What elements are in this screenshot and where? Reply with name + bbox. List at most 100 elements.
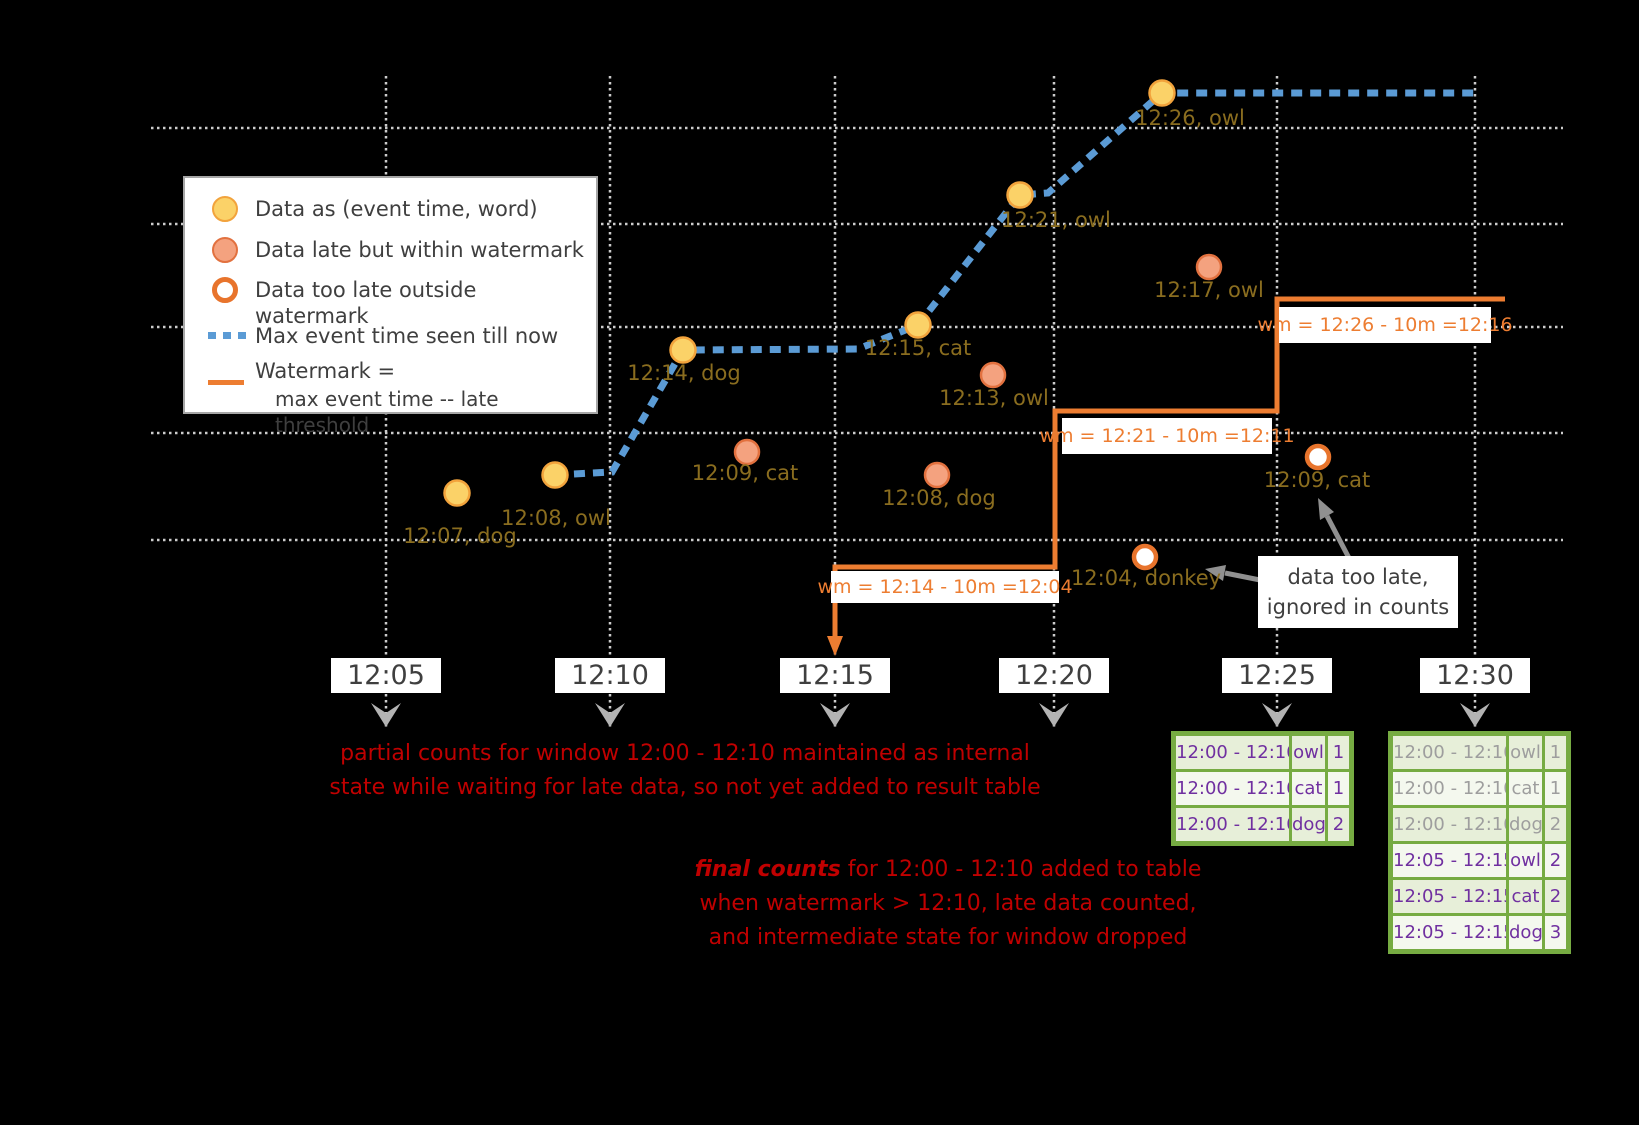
data-point-label: 12:07, dog	[403, 524, 516, 548]
table-row: 12:05 - 12:15 cat 2	[1393, 880, 1566, 913]
legend-max-event-line-icon	[208, 332, 250, 339]
count-cell: 2	[1545, 880, 1566, 913]
result-table-2: 12:00 - 12:10 owl 1 12:00 - 12:10 cat 1 12:00 …	[1388, 731, 1571, 954]
legend-watermark-line-icon	[208, 380, 244, 385]
axis-arrow-icon	[371, 703, 401, 727]
legend: Data as (event time, word) Data late but…	[183, 176, 598, 437]
callout-arrow	[1324, 514, 1353, 562]
annotation-partial-counts: partial counts for window 12:00 - 12:10 …	[295, 737, 1075, 805]
annotation-partial-line2: state while waiting for late data, so no…	[329, 775, 1041, 800]
data-point-label: 12:09, cat	[692, 461, 799, 485]
x-axis-tick-12:10: 12:10	[555, 658, 665, 693]
data-point-on-time	[1006, 181, 1034, 209]
axis-arrow-icon	[595, 703, 625, 727]
data-point-too-late	[1131, 543, 1159, 571]
count-cell: 3	[1545, 916, 1566, 949]
annotation-final-line3: and intermediate state for window droppe…	[708, 925, 1188, 950]
data-point-label: 12:08, dog	[882, 486, 995, 510]
data-point-label: 12:09, cat	[1264, 468, 1371, 492]
data-point-label: 12:17, owl	[1154, 278, 1264, 302]
data-point-late-within	[733, 438, 761, 466]
legend-late-label: Data late but within watermark	[255, 238, 584, 262]
data-point-on-time	[541, 461, 569, 489]
window-cell: 12:05 - 12:15	[1393, 880, 1506, 913]
window-cell: 12:00 - 12:10	[1176, 736, 1289, 769]
count-cell: 1	[1545, 736, 1566, 769]
watermark-value-label: wm = 12:14 - 10m =12:04	[817, 571, 1073, 603]
word-cell: cat	[1509, 880, 1542, 913]
legend-on-time-icon	[212, 196, 238, 222]
x-axis-tick-12:15: 12:15	[780, 658, 890, 693]
axis-arrow-icon	[1460, 703, 1490, 727]
x-axis-tick-12:25: 12:25	[1222, 658, 1332, 693]
axis-arrow-icon	[1262, 703, 1292, 727]
data-point-on-time	[904, 311, 932, 339]
watermark-value-label: wm = 12:26 - 10m =12:16	[1257, 307, 1513, 343]
data-point-label: 12:14, dog	[627, 361, 740, 385]
table-row: 12:00 - 12:10 owl 1	[1176, 736, 1349, 769]
callout-data-too-late: data too late, ignored in counts	[1258, 556, 1458, 628]
data-point-late-within	[923, 461, 951, 489]
word-cell: cat	[1509, 772, 1542, 805]
callout-arrowhead	[1205, 565, 1226, 581]
window-cell: 12:00 - 12:10	[1393, 808, 1506, 841]
word-cell: dog	[1509, 916, 1542, 949]
x-axis-tick-12:20: 12:20	[999, 658, 1109, 693]
data-point-late-within	[1195, 253, 1223, 281]
window-cell: 12:05 - 12:15	[1393, 844, 1506, 877]
window-cell: 12:05 - 12:15	[1393, 916, 1506, 949]
data-point-label: 12:21, owl	[1001, 208, 1111, 232]
annotation-final-counts: final counts for 12:00 - 12:10 added to …	[688, 853, 1208, 955]
result-table-1: 12:00 - 12:10 owl 1 12:00 - 12:10 cat 1 12:00 …	[1171, 731, 1354, 846]
legend-too-late-label: Data too late outside watermark	[255, 278, 477, 328]
count-cell: 1	[1328, 772, 1349, 805]
table-row: 12:00 - 12:10 cat 1	[1176, 772, 1349, 805]
data-point-label: 12:04, donkey	[1071, 566, 1221, 590]
window-cell: 12:00 - 12:10	[1393, 736, 1506, 769]
legend-late-icon	[212, 237, 238, 263]
x-axis-tick-12:30: 12:30	[1420, 658, 1530, 693]
data-point-on-time	[443, 479, 471, 507]
word-cell: owl	[1509, 736, 1542, 769]
axis-arrow-icon	[820, 703, 850, 727]
data-point-late-within	[979, 361, 1007, 389]
legend-on-time-label: Data as (event time, word)	[255, 197, 538, 221]
word-cell: owl	[1509, 844, 1542, 877]
table-row: 12:00 - 12:10 owl 1	[1393, 736, 1566, 769]
word-cell: cat	[1292, 772, 1325, 805]
callout-line1: data too late,	[1287, 565, 1429, 589]
axis-arrow-icon	[1039, 703, 1069, 727]
data-point-label: 12:26, owl	[1135, 106, 1245, 130]
table-row: 12:05 - 12:15 owl 2	[1393, 844, 1566, 877]
table-row: 12:00 - 12:10 dog 2	[1176, 808, 1349, 841]
table-row: 12:00 - 12:10 cat 1	[1393, 772, 1566, 805]
legend-max-event-label: Max event time seen till now	[255, 324, 559, 348]
count-cell: 2	[1545, 844, 1566, 877]
callout-arrowhead	[1318, 498, 1334, 520]
x-axis-tick-12:05: 12:05	[331, 658, 441, 693]
legend-too-late-icon	[212, 277, 238, 303]
window-cell: 12:00 - 12:10	[1176, 772, 1289, 805]
word-cell: dog	[1509, 808, 1542, 841]
watermark-arrowhead	[827, 636, 843, 656]
callout-line2: ignored in counts	[1266, 595, 1450, 619]
data-point-on-time	[669, 336, 697, 364]
watermark-step-line	[832, 296, 1505, 640]
annotation-final-line1: final counts for 12:00 - 12:10 added to …	[694, 857, 1202, 882]
data-point-label: 12:13, owl	[939, 386, 1049, 410]
window-cell: 12:00 - 12:10	[1393, 772, 1506, 805]
annotation-partial-line1: partial counts for window 12:00 - 12:10 …	[340, 741, 1030, 766]
word-cell: owl	[1292, 736, 1325, 769]
data-point-label: 12:15, cat	[865, 336, 972, 360]
annotation-final-line2: when watermark > 12:10, late data counte…	[699, 891, 1197, 916]
table-row: 12:00 - 12:10 dog 2	[1393, 808, 1566, 841]
table-row: 12:05 - 12:15 dog 3	[1393, 916, 1566, 949]
max-event-time-line	[554, 89, 1475, 479]
word-cell: dog	[1292, 808, 1325, 841]
count-cell: 2	[1328, 808, 1349, 841]
legend-watermark-label-line2: max event time -- late threshold	[275, 387, 499, 437]
window-cell: 12:00 - 12:10	[1176, 808, 1289, 841]
data-point-on-time	[1148, 79, 1176, 107]
legend-watermark-label-line1: Watermark =	[255, 359, 396, 383]
